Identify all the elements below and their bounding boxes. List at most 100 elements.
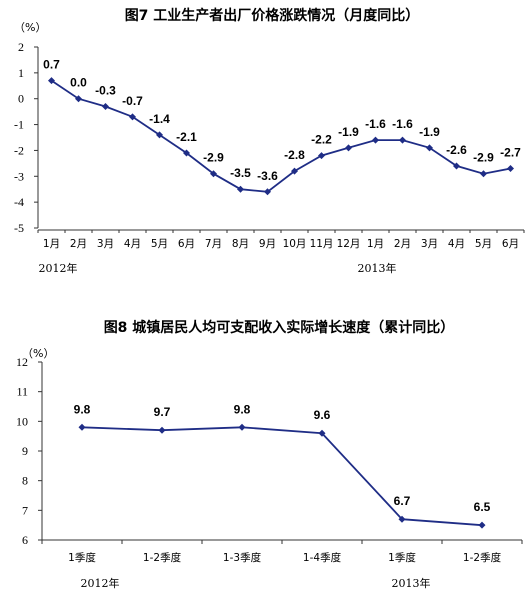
chart1-data-label: -2.9 <box>473 151 494 165</box>
chart1-data-label: -1.9 <box>338 125 359 139</box>
chart1-data-point <box>426 144 433 152</box>
chart1-data-label: -3.5 <box>230 166 251 180</box>
chart1-x-tick-label: 9月 <box>259 238 276 250</box>
chart1-data-point <box>48 77 55 85</box>
chart1-y-tick-label: -3 <box>14 169 24 183</box>
chart2-x-tick-label: 1-2季度 <box>463 551 502 564</box>
chart2-x-tick-label: 1季度 <box>68 551 96 564</box>
chart1-unit-label: （%） <box>14 21 46 34</box>
chart2-x-tick-label: 1季度 <box>388 551 416 564</box>
chart2-data-point <box>158 426 166 434</box>
chart1-data-point <box>156 131 163 139</box>
chart1-x-tick-label: 5月 <box>151 238 168 250</box>
chart1-title: 图7 工业生产者出厂价格涨跌情况（月度同比） <box>125 7 420 24</box>
chart1-data-label: -1.6 <box>365 117 386 131</box>
chart1-x-tick-label: 2月 <box>394 238 411 250</box>
chart1-data-label: -1.9 <box>419 125 440 139</box>
chart1-data-label: 0.7 <box>43 58 60 72</box>
chart2-data-point <box>478 521 486 529</box>
chart2-data-label: 9.8 <box>74 402 91 416</box>
chart1-x-tick-label: 2月 <box>70 238 87 250</box>
chart1-x-tick-label: 4月 <box>448 238 465 250</box>
chart1-data-label: -2.1 <box>176 130 197 144</box>
chart1-data-label: 0.0 <box>70 76 87 90</box>
chart1-data-point <box>129 113 136 121</box>
chart1-data-point <box>345 144 352 152</box>
chart2-year-label-2013: 2013年 <box>392 576 431 590</box>
chart2-data-point <box>78 423 86 431</box>
chart2-x-tick-label: 1-2季度 <box>143 551 182 564</box>
chart2-plot: 12 11 10 9 8 7 6 1季度 1-2季度 1-3季度 1-4季度 1季度 1-2季度 9.8 9… <box>16 355 523 564</box>
chart1-data-label: -0.7 <box>122 94 143 108</box>
chart1-data-label: -2.7 <box>500 146 521 160</box>
chart1-y-tick-label: 2 <box>18 40 24 54</box>
chart1-x-tick-label: 7月 <box>205 238 222 250</box>
chart1-data-point <box>102 102 109 110</box>
chart1-data-point <box>399 136 406 144</box>
chart2-year-label-2012: 2012年 <box>81 576 120 590</box>
chart1-x-tick-label: 6月 <box>502 238 519 250</box>
chart1-x-tick-label: 6月 <box>178 238 195 250</box>
chart1-x-tick-label: 4月 <box>124 238 141 250</box>
chart1-series-line <box>50 79 511 193</box>
chart2-data-label: 9.7 <box>154 405 171 419</box>
chart2-data-label: 9.6 <box>314 408 331 422</box>
chart1-data-point <box>210 170 217 178</box>
chart1-data-point <box>264 188 271 196</box>
chart1-x-tick-label: 3月 <box>421 238 438 250</box>
chart2-title: 图8 城镇居民人均可支配收入实际增长速度（累计同比） <box>104 319 455 336</box>
chart1-data-point <box>291 167 298 175</box>
chart2-x-tick-label: 1-4季度 <box>303 551 342 564</box>
chart1-y-tick-label: 0 <box>18 92 24 106</box>
chart2-y-tick-label: 8 <box>22 474 28 488</box>
chart1-data-label: -2.2 <box>311 133 332 147</box>
chart1-x-tick-label: 1月 <box>367 238 384 250</box>
chart1-data-label: -1.4 <box>149 112 170 126</box>
chart2-data-label: 6.7 <box>394 494 411 508</box>
chart2-x-tick-label: 1-3季度 <box>223 551 262 564</box>
chart1-y-tick-label: -5 <box>14 221 24 235</box>
chart1-data-point <box>237 185 244 193</box>
chart2-series-line <box>81 426 483 527</box>
chart2-data-point <box>398 515 406 523</box>
chart1-y-tick-label: 1 <box>18 66 24 80</box>
chart1-x-tick-label: 10月 <box>283 238 307 250</box>
chart2-y-tick-label: 9 <box>22 444 28 458</box>
chart2-y-tick-label: 7 <box>22 503 28 517</box>
chart1-data-point <box>480 170 487 178</box>
chart1-y-tick-label: -2 <box>14 143 24 157</box>
chart1-plot: 2 1 0 -1 -2 -3 -4 -5 1月 2月 3月 4月 5月 6月 7月 8月 9月 10月 11月 12月… <box>14 40 525 250</box>
chart1-x-tick-label: 1月 <box>43 238 60 250</box>
chart1-data-label: -0.3 <box>95 83 116 97</box>
chart2-y-tick-label: 10 <box>16 414 28 428</box>
chart1-data-point <box>75 95 82 103</box>
chart1-data-point <box>507 165 514 173</box>
chart2-y-tick-label: 11 <box>16 385 28 399</box>
chart2-y-tick-label: 12 <box>16 355 28 369</box>
chart1-data-label: -2.6 <box>446 143 467 157</box>
chart1-data-point <box>453 162 460 170</box>
chart1-data-point <box>183 149 190 157</box>
chart2-unit-label: （%） <box>22 347 54 360</box>
chart2-data-point <box>238 423 246 431</box>
chart1-x-tick-label: 11月 <box>310 238 334 250</box>
chart1-year-label-2013: 2013年 <box>358 261 397 275</box>
chart1-y-tick-label: -4 <box>14 195 24 209</box>
chart1-year-label-2012: 2012年 <box>39 261 78 275</box>
chart2-data-label: 9.8 <box>234 402 251 416</box>
chart1-data-label: -1.6 <box>392 117 413 131</box>
chart1-data-label: -3.6 <box>257 169 278 183</box>
chart1-x-tick-label: 12月 <box>337 238 361 250</box>
chart2-data-label: 6.5 <box>474 500 491 514</box>
chart1-data-label: -2.9 <box>203 151 224 165</box>
chart1-x-tick-label: 5月 <box>475 238 492 250</box>
chart1-data-point <box>372 136 379 144</box>
chart1-x-tick-label: 8月 <box>232 238 249 250</box>
chart2-data-point <box>318 429 326 437</box>
chart1-data-point <box>318 152 325 160</box>
chart1-x-tick-label: 3月 <box>97 238 114 250</box>
chart2-y-tick-label: 6 <box>22 533 28 547</box>
chart1-data-label: -2.8 <box>284 148 305 162</box>
chart1-y-tick-label: -1 <box>14 118 24 132</box>
